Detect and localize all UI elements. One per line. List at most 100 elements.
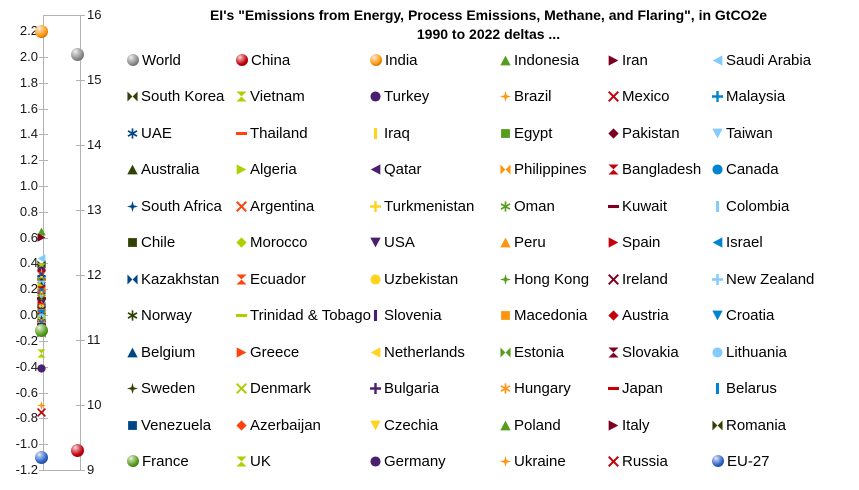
legend-marker-philippines — [500, 163, 511, 175]
point-marker-ukraine — [36, 401, 46, 411]
legend-item-usa: USA — [370, 233, 415, 251]
legend-marker-taiwan — [712, 128, 723, 139]
point-marker-russia — [36, 407, 46, 417]
legend-label-oman: Oman — [514, 197, 555, 215]
legend-marker-czechia — [370, 420, 381, 431]
legend-item-uae: UAE — [127, 124, 172, 142]
point-marker-germany — [36, 363, 46, 373]
legend-item-kazakhstan: Kazakhstan — [127, 270, 219, 288]
legend-item-saudi-arabia: Saudi Arabia — [712, 51, 811, 69]
legend-label-pakistan: Pakistan — [622, 124, 680, 142]
legend-marker-egypt — [500, 128, 511, 139]
legend-item-slovakia: Slovakia — [608, 343, 679, 361]
legend-item-norway: Norway — [127, 306, 192, 324]
legend-marker-india — [370, 54, 382, 66]
legend-item-czechia: Czechia — [370, 416, 438, 434]
legend-item-peru: Peru — [500, 233, 546, 251]
legend-label-uzbekistan: Uzbekistan — [384, 270, 459, 288]
left-axis-tick — [39, 57, 48, 58]
legend-item-canada: Canada — [712, 160, 779, 178]
legend-label-ireland: Ireland — [622, 270, 668, 288]
legend-marker-australia — [127, 164, 138, 175]
left-axis-tick — [39, 393, 48, 394]
legend-label-south-korea: South Korea — [141, 87, 225, 105]
legend-label-usa: USA — [384, 233, 415, 251]
legend-marker-ecuador — [236, 273, 247, 285]
legend-label-morocco: Morocco — [250, 233, 308, 251]
point-marker-eu-27 — [34, 450, 48, 464]
left-axis-tick-label: 0.4 — [19, 255, 38, 270]
left-axis-tick — [39, 212, 48, 213]
point-marker-france — [34, 324, 48, 338]
legend-marker-uae — [127, 127, 138, 139]
point-france — [34, 324, 48, 342]
legend-label-kazakhstan: Kazakhstan — [141, 270, 220, 288]
legend-label-canada: Canada — [726, 160, 779, 178]
legend-item-qatar: Qatar — [370, 160, 422, 178]
legend-marker-canada — [712, 163, 723, 175]
legend-label-mexico: Mexico — [622, 87, 670, 105]
legend-marker-lithuania — [712, 346, 723, 358]
legend-marker-croatia — [712, 310, 723, 321]
legend-marker-hungary — [500, 382, 511, 394]
legend-marker-germany — [370, 455, 381, 467]
right-axis-tick-label: 11 — [87, 332, 101, 347]
legend-label-germany: Germany — [384, 452, 446, 470]
left-axis-tick-label: 0.6 — [19, 230, 38, 245]
legend-item-turkey: Turkey — [370, 87, 429, 105]
left-axis-tick — [39, 83, 48, 84]
left-axis-tick-label: -0.6 — [15, 385, 38, 400]
point-indonesia — [36, 223, 46, 241]
legend-item-japan: Japan — [608, 379, 663, 397]
left-axis-tick — [39, 134, 48, 135]
legend-label-austria: Austria — [622, 306, 669, 324]
legend-label-belarus: Belarus — [726, 379, 777, 397]
legend-marker-oman — [500, 200, 511, 212]
legend-marker-russia — [608, 455, 619, 467]
legend-item-lithuania: Lithuania — [712, 343, 787, 361]
point-germany — [36, 360, 46, 378]
legend-marker-france — [127, 455, 139, 467]
legend-marker-eu-27 — [712, 455, 724, 467]
legend-item-iraq: Iraq — [370, 124, 410, 142]
legend-label-algeria: Algeria — [250, 160, 297, 178]
legend-label-argentina: Argentina — [250, 197, 315, 215]
legend-marker-ireland — [608, 273, 619, 285]
legend-marker-romania — [712, 419, 723, 431]
legend-marker-vietnam — [236, 90, 247, 102]
legend-item-hungary: Hungary — [500, 379, 571, 397]
legend-marker-ukraine — [500, 455, 511, 467]
left-axis-tick-label: -1.0 — [15, 436, 38, 451]
legend-item-philippines: Philippines — [500, 160, 587, 178]
legend-label-south-africa: South Africa — [141, 197, 222, 215]
legend-item-russia: Russia — [608, 452, 668, 470]
legend-marker-uzbekistan — [370, 273, 381, 285]
legend-label-uk: UK — [250, 452, 271, 470]
legend-label-iraq: Iraq — [384, 124, 410, 142]
right-axis-tick — [76, 470, 85, 471]
legend-item-germany: Germany — [370, 452, 446, 470]
legend-marker-turkmenistan — [370, 200, 381, 212]
legend-marker-hong-kong — [500, 273, 511, 285]
legend-marker-pakistan — [608, 127, 619, 139]
legend-item-poland: Poland — [500, 416, 561, 434]
legend-label-eu-27: EU-27 — [727, 452, 770, 470]
legend-label-ecuador: Ecuador — [250, 270, 306, 288]
legend-marker-belarus — [712, 382, 723, 394]
legend-marker-morocco — [236, 236, 247, 248]
legend-marker-indonesia — [500, 55, 511, 66]
left-axis-tick-label: 1.2 — [19, 152, 38, 167]
right-axis-tick — [76, 340, 85, 341]
left-axis-tick — [39, 160, 48, 161]
legend-marker-norway — [127, 309, 138, 321]
legend-marker-turkey — [370, 90, 381, 102]
right-axis-tick-label: 12 — [87, 267, 102, 282]
legend-item-brazil: Brazil — [500, 87, 552, 105]
legend-item-south-korea: South Korea — [127, 87, 224, 105]
legend-marker-venezuela — [127, 420, 138, 431]
legend-item-italy: Italy — [608, 416, 650, 434]
legend-item-france: France — [127, 452, 189, 470]
legend-item-new-zealand: New Zealand — [712, 270, 814, 288]
legend-item-israel: Israel — [712, 233, 763, 251]
